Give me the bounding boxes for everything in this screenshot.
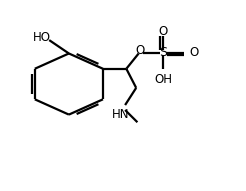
Text: O: O bbox=[159, 25, 168, 38]
Text: S: S bbox=[159, 46, 167, 59]
Text: HN: HN bbox=[111, 108, 129, 121]
Text: OH: OH bbox=[154, 73, 172, 86]
Text: O: O bbox=[190, 46, 199, 59]
Text: HO: HO bbox=[33, 31, 51, 44]
Text: O: O bbox=[135, 45, 144, 57]
